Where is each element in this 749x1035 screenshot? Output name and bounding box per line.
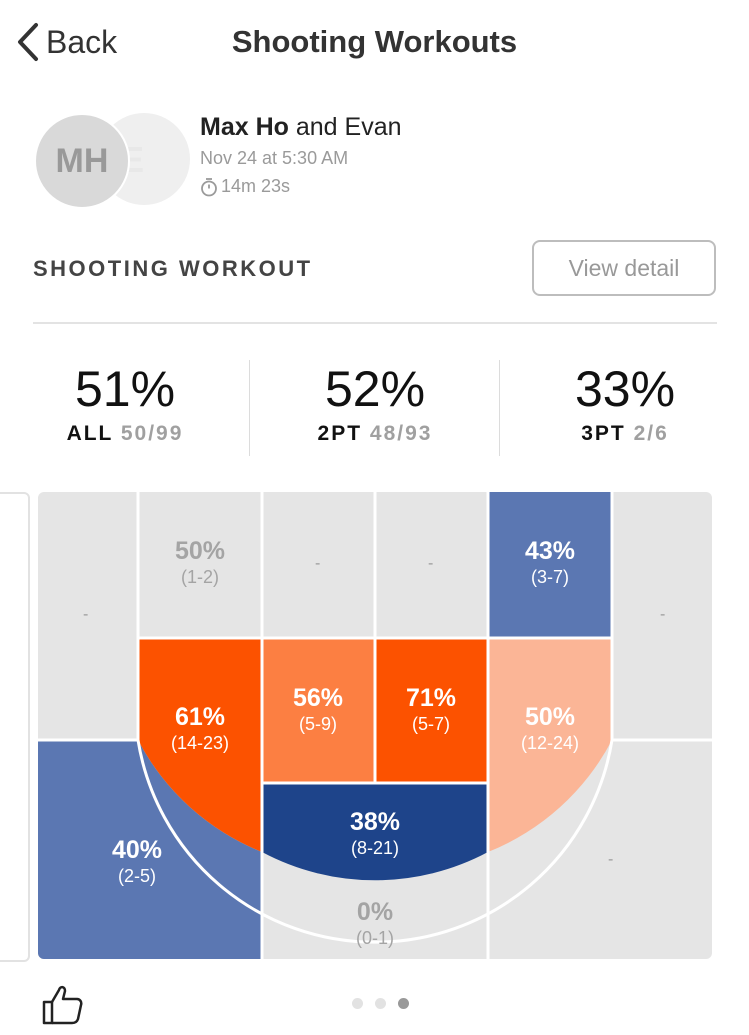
zone-pct: 50% — [524, 703, 576, 731]
player-connector: and — [288, 113, 345, 141]
pagination-dot[interactable] — [352, 998, 363, 1009]
zone-top-center-right-empty: - — [428, 555, 434, 572]
court-svg — [38, 492, 712, 959]
stat-2pt-label: 2PT — [317, 422, 363, 445]
zone-paint-right[interactable] — [375, 638, 488, 783]
zone-count: (0-1) — [355, 928, 394, 948]
thumbs-up-icon — [42, 985, 83, 1025]
view-detail-button[interactable]: View detail — [532, 240, 716, 296]
pagination-dot-active[interactable] — [398, 998, 409, 1009]
previous-card-edge[interactable] — [0, 492, 30, 962]
stat-3pt-fraction: 2/6 — [633, 422, 669, 445]
zone-corner-left-label: 40% (2-5) — [57, 835, 217, 887]
workout-duration-row: 14m 23s — [200, 176, 290, 197]
stat-3pt-label: 3PT — [581, 422, 626, 445]
stat-3pt: 33% 3PT 2/6 — [500, 356, 749, 446]
stat-all-label: ALL — [66, 422, 114, 445]
stat-2pt: 52% 2PT 48/93 — [250, 356, 500, 446]
zone-pct: 50% — [174, 537, 226, 565]
zone-paint-right-label: 71% (5-7) — [351, 683, 511, 735]
zone-bottom-center-label: 0% (0-1) — [295, 897, 455, 949]
zone-mid-left[interactable] — [138, 638, 262, 852]
zone-mid-left-label: 61% (14-23) — [120, 702, 280, 754]
shot-zone-court: - 50% (1-2) - - 43% (3-7) - 61% (14-23) … — [38, 492, 712, 959]
back-button[interactable]: Back — [16, 20, 117, 64]
player-other-name: Evan — [344, 113, 402, 141]
chevron-left-icon — [18, 23, 38, 61]
zone-pct: 71% — [405, 684, 457, 712]
zone-pct: 43% — [524, 537, 576, 565]
zone-top-center-left-empty: - — [315, 555, 321, 572]
section-title: SHOOTING WORKOUT — [33, 256, 313, 281]
stat-2pt-pct: 52% — [324, 361, 426, 417]
zone-count: (14-23) — [170, 733, 230, 753]
zone-mid-right[interactable] — [488, 638, 612, 852]
zone-top-right[interactable] — [488, 492, 612, 638]
pagination-dots — [352, 998, 409, 1009]
zone-pct: 40% — [111, 836, 163, 864]
zone-pct: 38% — [349, 808, 401, 836]
zone-rim-label: 38% (8-21) — [295, 807, 455, 859]
stat-all-fraction: 50/99 — [120, 422, 184, 445]
workout-datetime: Nov 24 at 5:30 AM — [200, 148, 349, 168]
zone-count: (3-7) — [530, 567, 569, 587]
zone-pct: 61% — [174, 703, 226, 731]
zone-pct: 0% — [356, 898, 394, 926]
zone-rim[interactable] — [262, 783, 488, 881]
zone-count: (2-5) — [117, 866, 156, 886]
section-divider — [33, 322, 717, 324]
back-label: Back — [46, 23, 118, 60]
stat-2pt-fraction: 48/93 — [369, 422, 433, 445]
zone-count: (12-24) — [520, 733, 580, 753]
zone-paint-left[interactable] — [262, 638, 375, 783]
zone-pct: 56% — [292, 684, 344, 712]
workout-duration: 14m 23s — [221, 176, 291, 196]
zone-count: (5-9) — [298, 714, 337, 734]
stat-divider — [499, 360, 500, 456]
zone-paint-left-label: 56% (5-9) — [238, 683, 398, 735]
stat-divider — [249, 360, 250, 456]
zone-top-left-far-empty: - — [83, 606, 89, 623]
avatar-primary: MH — [34, 113, 130, 209]
zone-count: (1-2) — [180, 567, 219, 587]
stat-3pt-pct: 33% — [574, 361, 676, 417]
page-title: Shooting Workouts — [231, 24, 518, 59]
zone-top-right-label: 43% (3-7) — [470, 536, 630, 588]
zone-mid-right-label: 50% (12-24) — [470, 702, 630, 754]
zone-corner-left[interactable] — [38, 740, 262, 959]
zone-top-right-far-empty: - — [660, 606, 666, 623]
zone-corner-right-empty: - — [608, 851, 614, 868]
zone-top-left-label: 50% (1-2) — [120, 536, 280, 588]
zone-count: (8-21) — [350, 838, 399, 858]
stat-all: 51% ALL 50/99 — [0, 356, 250, 446]
zone-count: (5-7) — [411, 714, 450, 734]
pagination-dot[interactable] — [375, 998, 386, 1009]
workout-participants: Max Ho and Evan — [200, 113, 402, 142]
stat-all-pct: 51% — [74, 361, 176, 417]
like-button[interactable] — [40, 982, 84, 1031]
court-lines — [38, 492, 712, 959]
stopwatch-icon — [201, 177, 217, 196]
player-main-name: Max Ho — [200, 113, 289, 141]
